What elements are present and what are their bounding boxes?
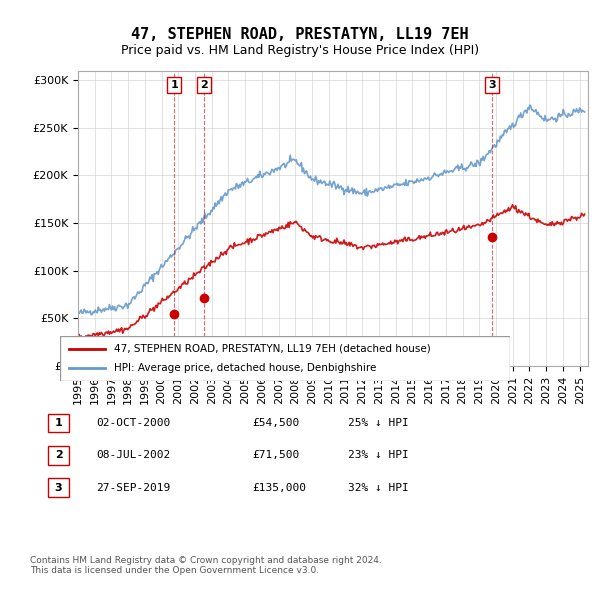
Text: 3: 3 <box>488 80 496 90</box>
Text: 08-JUL-2002: 08-JUL-2002 <box>96 451 170 460</box>
Text: 47, STEPHEN ROAD, PRESTATYN, LL19 7EH (detached house): 47, STEPHEN ROAD, PRESTATYN, LL19 7EH (d… <box>114 344 431 353</box>
Text: 47, STEPHEN ROAD, PRESTATYN, LL19 7EH: 47, STEPHEN ROAD, PRESTATYN, LL19 7EH <box>131 27 469 41</box>
Text: £135,000: £135,000 <box>252 483 306 493</box>
Text: 2: 2 <box>55 451 62 460</box>
Text: £71,500: £71,500 <box>252 451 299 460</box>
Text: 25% ↓ HPI: 25% ↓ HPI <box>348 418 409 428</box>
Text: 2: 2 <box>200 80 208 90</box>
Text: 1: 1 <box>55 418 62 428</box>
Text: HPI: Average price, detached house, Denbighshire: HPI: Average price, detached house, Denb… <box>114 363 376 373</box>
Text: Price paid vs. HM Land Registry's House Price Index (HPI): Price paid vs. HM Land Registry's House … <box>121 44 479 57</box>
Text: 27-SEP-2019: 27-SEP-2019 <box>96 483 170 493</box>
Text: 32% ↓ HPI: 32% ↓ HPI <box>348 483 409 493</box>
Text: £54,500: £54,500 <box>252 418 299 428</box>
Text: 23% ↓ HPI: 23% ↓ HPI <box>348 451 409 460</box>
Text: 3: 3 <box>55 483 62 493</box>
FancyBboxPatch shape <box>60 336 510 381</box>
Text: Contains HM Land Registry data © Crown copyright and database right 2024.
This d: Contains HM Land Registry data © Crown c… <box>30 556 382 575</box>
Text: 02-OCT-2000: 02-OCT-2000 <box>96 418 170 428</box>
Text: 1: 1 <box>170 80 178 90</box>
